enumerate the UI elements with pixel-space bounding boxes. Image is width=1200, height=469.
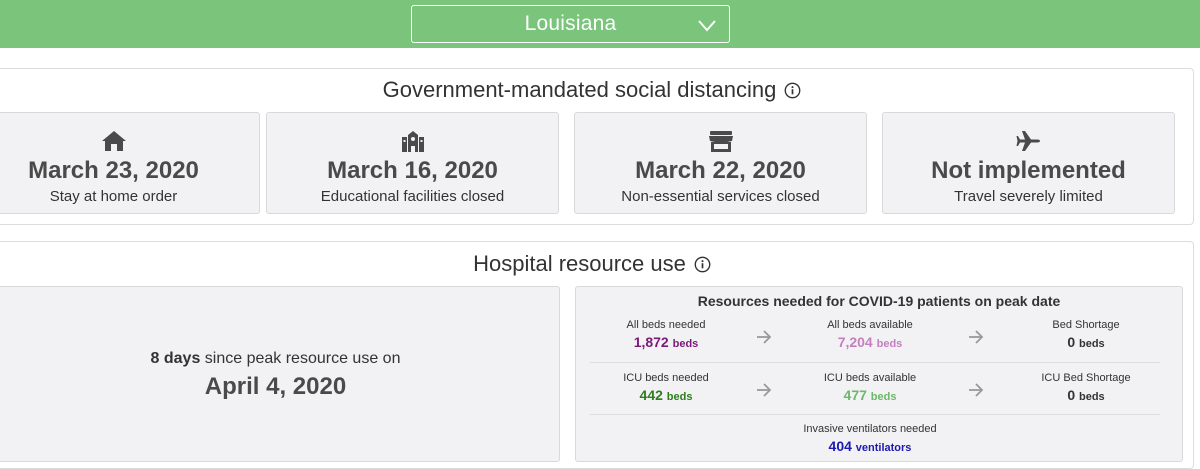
- state-select[interactable]: Louisiana: [411, 5, 730, 43]
- all-beds-available-label: All beds available: [827, 319, 913, 331]
- arrow-right-icon: [969, 383, 984, 397]
- icu-beds-needed: ICU beds needed 442 beds: [576, 372, 756, 403]
- peak-since-label: since peak resource use on: [200, 350, 401, 367]
- airplane-icon: [1016, 131, 1040, 151]
- divider: [590, 414, 1160, 415]
- card-label: Non-essential services closed: [621, 188, 820, 205]
- all-beds-needed: All beds needed 1,872 beds: [576, 319, 756, 350]
- all-beds-needed-label: All beds needed: [626, 319, 706, 331]
- card-date: March 16, 2020: [327, 157, 498, 184]
- hospital-title-row: Hospital resource use: [0, 251, 1193, 277]
- icu-bed-shortage: ICU Bed Shortage 0 beds: [996, 372, 1176, 403]
- all-beds-available-value: 7,204 beds: [837, 334, 903, 350]
- icu-beds-needed-label: ICU beds needed: [623, 372, 709, 384]
- icu-beds-needed-value: 442 beds: [639, 387, 693, 403]
- card-label: Stay at home order: [49, 188, 178, 205]
- arrow-right-icon: [969, 330, 984, 344]
- divider: [590, 362, 1160, 363]
- state-select-label: Louisiana: [524, 12, 617, 35]
- peak-days: 8 days: [150, 350, 201, 367]
- header-bar: Louisiana: [0, 0, 1200, 48]
- arrow-right-icon: [757, 383, 772, 397]
- distancing-title-row: Government-mandated social distancing: [0, 77, 1193, 103]
- card-label: Travel severely limited: [954, 188, 1103, 205]
- hospital-panel: Hospital resource use 8 days since peak …: [0, 241, 1194, 469]
- school-icon: [401, 131, 424, 152]
- arrow-right-icon: [757, 330, 772, 344]
- resources-box: Resources needed for COVID-19 patients o…: [575, 286, 1183, 462]
- card-education: March 16, 2020 Educational facilities cl…: [266, 112, 559, 214]
- distancing-title: Government-mandated social distancing: [382, 77, 777, 102]
- card-date: March 23, 2020: [28, 157, 199, 184]
- resources-title: Resources needed for COVID-19 patients o…: [697, 293, 1061, 309]
- ventilators-needed-label: Invasive ventilators needed: [803, 423, 937, 435]
- peak-since-text: 8 days since peak resource use on: [0, 350, 559, 368]
- card-label: Educational facilities closed: [320, 188, 505, 205]
- icu-beds-available-value: 477 beds: [843, 387, 897, 403]
- bed-shortage: Bed Shortage 0 beds: [996, 319, 1176, 350]
- card-stay-at-home: March 23, 2020 Stay at home order: [0, 112, 260, 214]
- card-date: March 22, 2020: [635, 157, 806, 184]
- icu-bed-shortage-value: 0 beds: [1067, 387, 1105, 403]
- all-beds-needed-value: 1,872 beds: [633, 334, 699, 350]
- card-travel: Not implemented Travel severely limited: [882, 112, 1175, 214]
- icu-bed-shortage-label: ICU Bed Shortage: [1041, 372, 1131, 384]
- bed-shortage-value: 0 beds: [1067, 334, 1105, 350]
- peak-box: 8 days since peak resource use on April …: [0, 286, 560, 462]
- peak-date: April 4, 2020: [204, 373, 347, 400]
- ventilators-needed-value: 404 ventilators: [828, 438, 912, 454]
- bed-shortage-label: Bed Shortage: [1052, 319, 1120, 331]
- icu-beds-available: ICU beds available 477 beds: [780, 372, 960, 403]
- all-beds-available: All beds available 7,204 beds: [780, 319, 960, 350]
- hospital-title: Hospital resource use: [473, 251, 686, 276]
- distancing-panel: Government-mandated social distancing Ma…: [0, 68, 1194, 225]
- ventilators-needed: Invasive ventilators needed 404 ventilat…: [780, 423, 960, 454]
- card-date: Not implemented: [931, 157, 1126, 184]
- info-icon[interactable]: [784, 82, 801, 99]
- home-icon: [101, 131, 126, 151]
- store-icon: [708, 131, 733, 152]
- chevron-down-icon: [698, 20, 716, 32]
- info-icon[interactable]: [694, 256, 711, 273]
- icu-beds-available-label: ICU beds available: [823, 372, 917, 384]
- card-non-essential: March 22, 2020 Non-essential services cl…: [574, 112, 867, 214]
